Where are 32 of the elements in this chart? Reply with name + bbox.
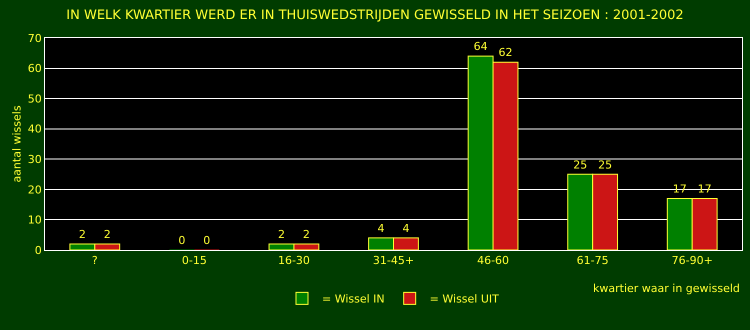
data-label: 2 <box>278 228 285 241</box>
x-tick-label: 16-30 <box>278 254 310 268</box>
legend-label: = Wissel IN <box>322 292 385 306</box>
y-tick-label: 30 <box>28 152 42 166</box>
y-tick-label: 20 <box>28 183 42 196</box>
data-label: 0 <box>203 234 210 247</box>
x-tick-label: 31-45+ <box>372 254 414 268</box>
x-axis-title: kwartier waar in gewisseld <box>593 282 740 295</box>
data-label: 0 <box>178 234 186 247</box>
x-tick-label: 61-75 <box>576 254 609 268</box>
y-tick-label: 60 <box>28 62 42 76</box>
x-tick-label: ? <box>92 254 98 268</box>
data-label: 62 <box>498 46 513 60</box>
legend-label: = Wissel UIT <box>430 292 500 306</box>
x-tick-label: 46-60 <box>477 254 510 268</box>
data-label: 64 <box>474 40 488 54</box>
data-label: 2 <box>104 228 111 241</box>
y-tick-label: 0 <box>34 244 42 257</box>
x-tick-label: 76-90+ <box>672 254 713 268</box>
chart-title: IN WELK KWARTIER WERD ER IN THUISWEDSTRIJDEN GEWISSELD IN HET SEIZOEN : 2001-2002 <box>66 8 684 23</box>
y-tick-label: 50 <box>28 92 42 106</box>
data-label: 4 <box>402 222 410 235</box>
data-label: 2 <box>302 228 310 241</box>
data-label: 4 <box>378 222 385 235</box>
y-tick-label: 70 <box>28 32 42 45</box>
data-label: 2 <box>78 228 86 241</box>
y-tick-label: 40 <box>28 122 42 136</box>
y-tick-label: 10 <box>28 214 42 227</box>
y-axis-title: aantal wissels <box>10 105 24 183</box>
data-label: 25 <box>573 158 588 172</box>
data-label: 25 <box>598 158 612 172</box>
x-tick-label: 0-15 <box>182 254 207 268</box>
